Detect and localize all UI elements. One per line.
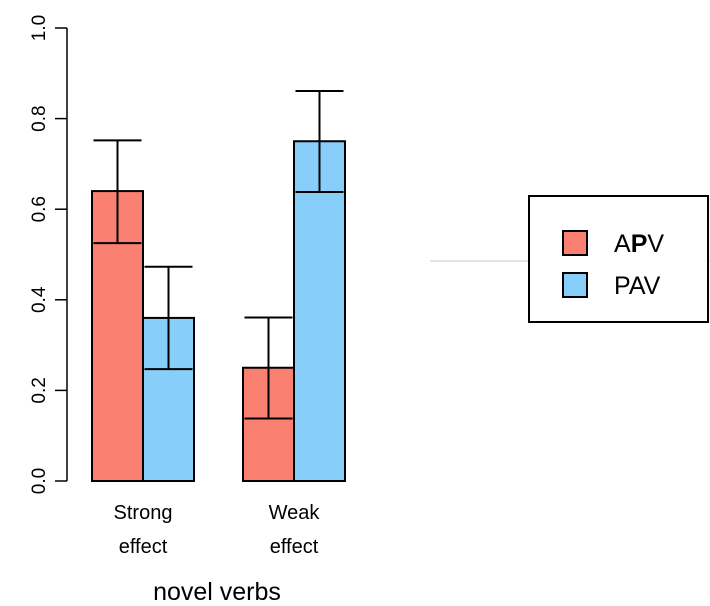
legend-swatch-pav (562, 272, 588, 298)
bar-pav-2 (293, 140, 346, 482)
error-bars (93, 89, 344, 420)
y-tick-label: 0.8 (29, 105, 50, 131)
category-label-line1: Weak (269, 502, 321, 524)
y-axis: 0.0 0.2 0.4 0.6 0.8 1.0 (29, 15, 68, 494)
legend-label-pav: PAV (614, 272, 661, 300)
legend-box (528, 195, 709, 323)
y-tick-label: 0.0 (29, 468, 50, 494)
legend-label-apv: APV (614, 230, 664, 258)
category-labels: Strong effect Weak effect (114, 502, 321, 558)
legend-swatch-apv (562, 230, 588, 256)
y-tick-label: 0.6 (29, 196, 50, 222)
category-label-line2: effect (119, 536, 168, 558)
y-tick-label: 0.2 (29, 377, 50, 403)
y-tick-label: 1.0 (29, 15, 50, 41)
y-tick-label: 0.4 (29, 286, 50, 313)
x-axis-title: novel verbs (153, 578, 281, 606)
legend: APV PAV (528, 195, 709, 323)
category-label-line1: Strong (114, 502, 173, 524)
category-label-line2: effect (270, 536, 319, 558)
